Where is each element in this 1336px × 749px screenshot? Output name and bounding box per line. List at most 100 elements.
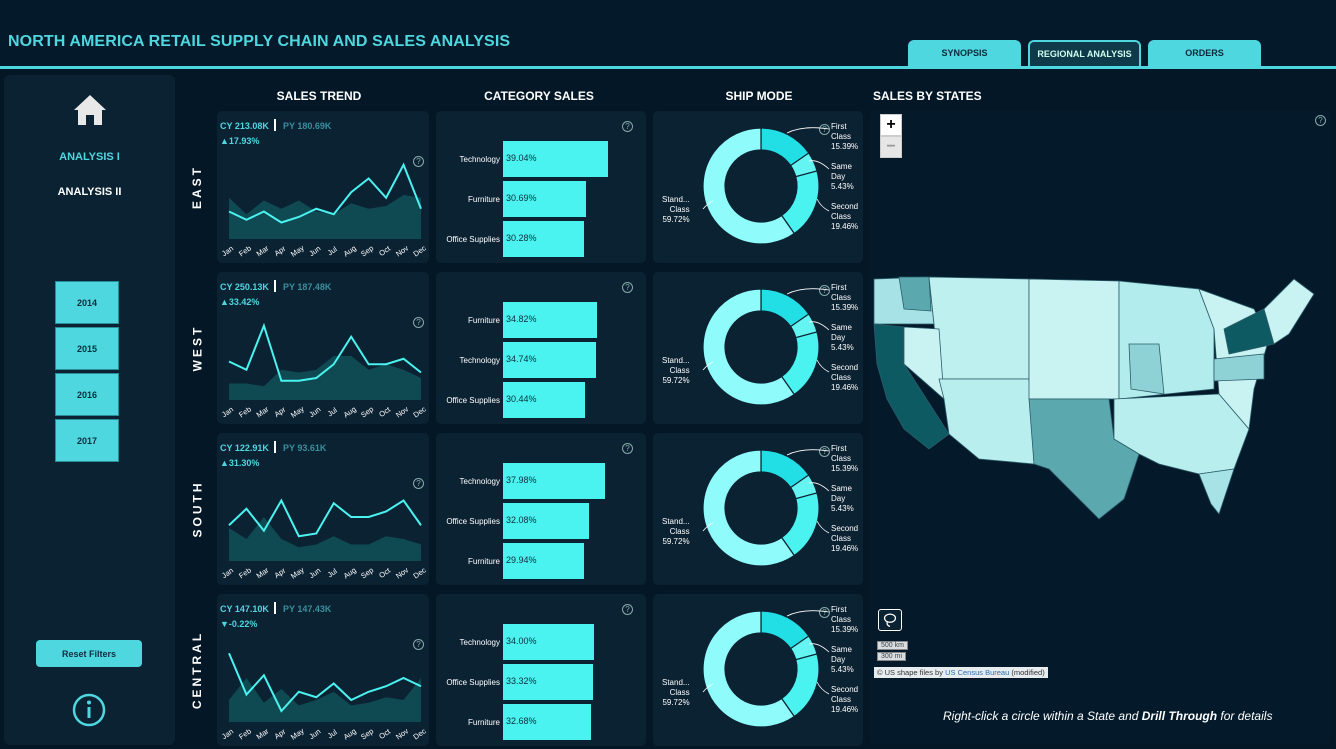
reset-filters-button[interactable]: Reset Filters (36, 640, 142, 667)
category-sales-panel-east[interactable]: ? Technology 39.04% Furniture 30.69% Office S… (436, 111, 646, 263)
donut-slice[interactable] (702, 449, 796, 567)
help-icon[interactable]: ? (819, 285, 830, 296)
category-value: 32.08% (506, 515, 537, 525)
nav-analysis-1[interactable]: ANALYSIS I (59, 151, 120, 163)
category-sales-panel-west[interactable]: ? Furniture 34.82% Technology 34.74% Office S… (436, 272, 646, 424)
help-icon[interactable]: ? (622, 443, 633, 454)
help-icon[interactable]: ? (819, 446, 830, 457)
ship-mode-panel-central[interactable]: ? First Class 15.39% Same Day 5.43% Second Class… (653, 594, 863, 746)
sales-trend-panel-west[interactable]: CY 250.13K PY 187.48K ▲33.42%? Jan Feb Mar Apr… (217, 272, 429, 424)
sales-trend-panel-east[interactable]: CY 213.08K PY 180.69K ▲17.93%? Jan Feb Mar Apr… (217, 111, 429, 263)
leader-line (786, 449, 830, 456)
ship-mode-donut[interactable] (653, 433, 863, 585)
category-bar[interactable]: 30.44% (503, 382, 585, 418)
map-region-plains (1028, 278, 1120, 400)
category-bar[interactable]: 34.00% (503, 624, 595, 660)
category-label: Office Supplies (446, 396, 500, 405)
ship-mode-panel-south[interactable]: ? First Class 15.39% Same Day 5.43% Second Class… (653, 433, 863, 585)
lasso-select-icon[interactable] (878, 609, 902, 631)
category-bar[interactable]: 39.04% (503, 141, 608, 177)
ship-mode-panel-east[interactable]: ? First Class 15.39% Same Day 5.43% Second Class… (653, 111, 863, 263)
top-bar: NORTH AMERICA RETAIL SUPPLY CHAIN AND SA… (0, 0, 1336, 66)
category-bar[interactable]: 30.28% (503, 221, 585, 257)
sales-trend-panel-central[interactable]: CY 147.10K PY 147.43K ▼-0.22%? Jan Feb Mar Apr… (217, 594, 429, 746)
month-tick-label: Apr (273, 244, 288, 258)
zoom-out-button[interactable]: − (880, 136, 902, 158)
attribution-link[interactable]: US Census Bureau (945, 668, 1010, 677)
region-name: WEST (190, 324, 205, 372)
help-icon[interactable]: ? (819, 607, 830, 618)
yoy-change: ▲17.93% (220, 136, 260, 146)
help-icon[interactable]: ? (413, 156, 424, 167)
help-icon[interactable]: ? (622, 282, 633, 293)
ship-mode-label-line: Class (669, 205, 690, 214)
year-slicer-2016[interactable]: 2016 (55, 373, 119, 416)
month-tick-label: Oct (377, 243, 392, 258)
month-tick-label: May (289, 726, 306, 742)
category-bar[interactable]: 37.98% (503, 463, 606, 499)
month-tick-label: Oct (377, 726, 392, 741)
ship-mode-donut[interactable] (653, 111, 863, 263)
region-label-central: CENTRAL (180, 594, 214, 746)
sales-trend-chart[interactable]: Jan Feb Mar Apr May Jun Jul Aug Sep Oct Nov Dec (217, 433, 429, 585)
sales-trend-chart[interactable]: Jan Feb Mar Apr May Jun Jul Aug Sep Oct Nov Dec (217, 594, 429, 746)
category-bar[interactable]: 29.94% (503, 543, 584, 579)
help-icon[interactable]: ? (622, 121, 633, 132)
home-icon[interactable] (72, 93, 108, 127)
leader-line (702, 522, 714, 532)
year-slicer-2015[interactable]: 2015 (55, 327, 119, 370)
donut-slice[interactable] (702, 610, 796, 728)
month-tick-label: Mar (255, 726, 271, 741)
leader-line (786, 610, 830, 617)
ship-mode-label-line: Second (831, 685, 859, 694)
month-tick-label: Jun (307, 405, 322, 419)
help-icon[interactable]: ? (413, 478, 424, 489)
category-bar[interactable]: 34.82% (503, 302, 597, 338)
year-slicer-2017[interactable]: 2017 (55, 419, 119, 462)
sales-by-states-map[interactable]: + − ? (869, 111, 1331, 744)
ship-mode-label-line: Second (831, 363, 859, 372)
nav-analysis-2[interactable]: ANALYSIS II (57, 186, 122, 198)
ship-mode-label-line: Same (831, 162, 852, 171)
divider (274, 280, 276, 292)
category-bar[interactable]: 32.68% (503, 704, 591, 740)
ship-mode-label-line: Class (669, 366, 690, 375)
cy-line (228, 322, 422, 382)
tab-regional-analysis[interactable]: REGIONAL ANALYSIS (1028, 40, 1141, 66)
tab-synopsis[interactable]: SYNOPSIS (908, 40, 1021, 66)
sales-trend-chart[interactable]: Jan Feb Mar Apr May Jun Jul Aug Sep Oct Nov Dec (217, 272, 429, 424)
help-icon[interactable]: ? (413, 639, 424, 650)
map-region-new-england (1263, 278, 1315, 345)
help-icon[interactable]: ? (413, 317, 424, 328)
category-bar[interactable]: 32.08% (503, 503, 590, 539)
py-area (229, 678, 421, 722)
donut-slice[interactable] (702, 288, 796, 406)
zoom-in-button[interactable]: + (880, 114, 902, 136)
help-icon[interactable]: ? (1315, 115, 1326, 126)
donut-slice[interactable] (702, 127, 796, 245)
category-label: Furniture (467, 195, 500, 204)
year-slicer-2014[interactable]: 2014 (55, 281, 119, 324)
category-bar[interactable]: 33.32% (503, 664, 593, 700)
ship-mode-label-line: 59.72% (662, 698, 690, 707)
info-icon[interactable] (72, 693, 106, 727)
sales-trend-chart[interactable]: Jan Feb Mar Apr May Jun Jul Aug Sep Oct Nov Dec (217, 111, 429, 263)
help-icon[interactable]: ? (819, 124, 830, 135)
ship-mode-label-line: Class (831, 373, 852, 382)
attribution-prefix: © US shape files by (877, 668, 946, 677)
tab-orders[interactable]: ORDERS (1148, 40, 1261, 66)
cy-line (228, 652, 422, 713)
ship-mode-donut[interactable] (653, 594, 863, 746)
month-tick-label: Jul (326, 244, 339, 257)
category-bar[interactable]: 34.74% (503, 342, 597, 378)
sales-trend-panel-south[interactable]: CY 122.91K PY 93.61K ▲31.30%? Jan Feb Mar Apr M… (217, 433, 429, 585)
category-sales-panel-south[interactable]: ? Technology 37.98% Office Supplies 32.08% Fu… (436, 433, 646, 585)
category-sales-panel-central[interactable]: ? Technology 34.00% Office Supplies 33.32% Fu… (436, 594, 646, 746)
ship-mode-donut[interactable] (653, 272, 863, 424)
us-map[interactable] (869, 269, 1331, 529)
month-tick-label: Dec (412, 243, 428, 258)
ship-mode-label-line: 15.39% (831, 625, 859, 634)
ship-mode-panel-west[interactable]: ? First Class 15.39% Same Day 5.43% Second Class… (653, 272, 863, 424)
category-bar[interactable]: 30.69% (503, 181, 586, 217)
help-icon[interactable]: ? (622, 604, 633, 615)
